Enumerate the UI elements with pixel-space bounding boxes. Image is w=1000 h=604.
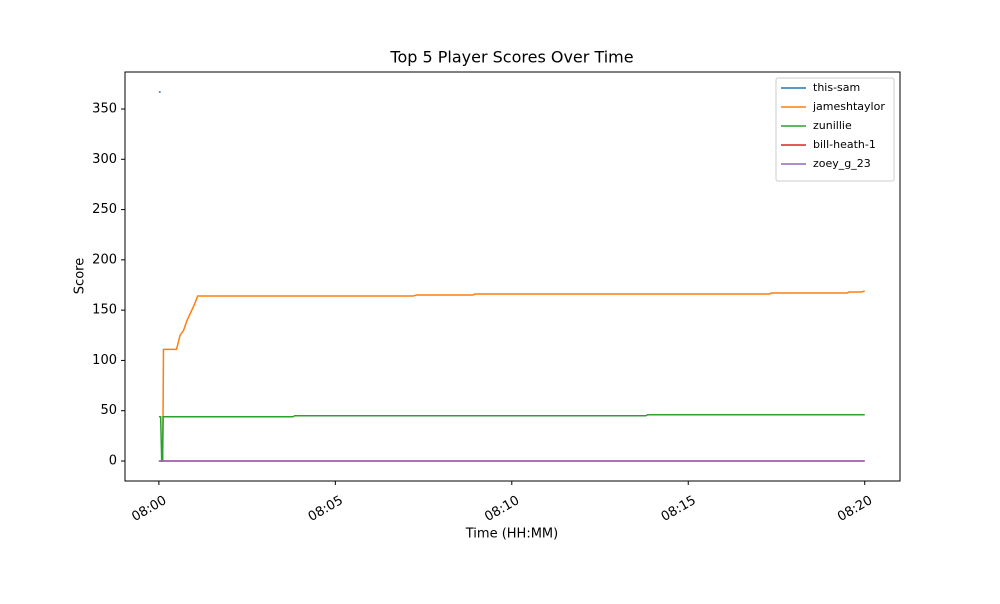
chart-title: Top 5 Player Scores Over Time bbox=[389, 48, 633, 67]
legend-label: bill-heath-1 bbox=[813, 138, 876, 151]
y-tick-label: 300 bbox=[92, 152, 117, 167]
y-tick-label: 250 bbox=[92, 202, 117, 217]
y-tick-label: 50 bbox=[100, 403, 117, 418]
legend-box bbox=[775, 77, 895, 182]
y-tick-label: 350 bbox=[92, 102, 117, 117]
line-series bbox=[158, 413, 865, 462]
plot-frame bbox=[124, 71, 901, 482]
x-axis-label: Time (HH:MM) bbox=[465, 527, 558, 542]
line-series bbox=[160, 290, 865, 462]
y-tick-label: 0 bbox=[109, 453, 117, 468]
y-tick-label: 200 bbox=[92, 252, 117, 267]
y-tick-label: 150 bbox=[92, 303, 117, 318]
y-tick-label: 100 bbox=[92, 353, 117, 368]
legend-label: zoey_g_23 bbox=[813, 157, 871, 170]
y-axis-label: Score bbox=[73, 258, 88, 294]
legend-label: zunillie bbox=[813, 119, 852, 132]
legend-label: this-sam bbox=[813, 81, 860, 94]
legend-label: jameshtaylor bbox=[812, 100, 885, 113]
